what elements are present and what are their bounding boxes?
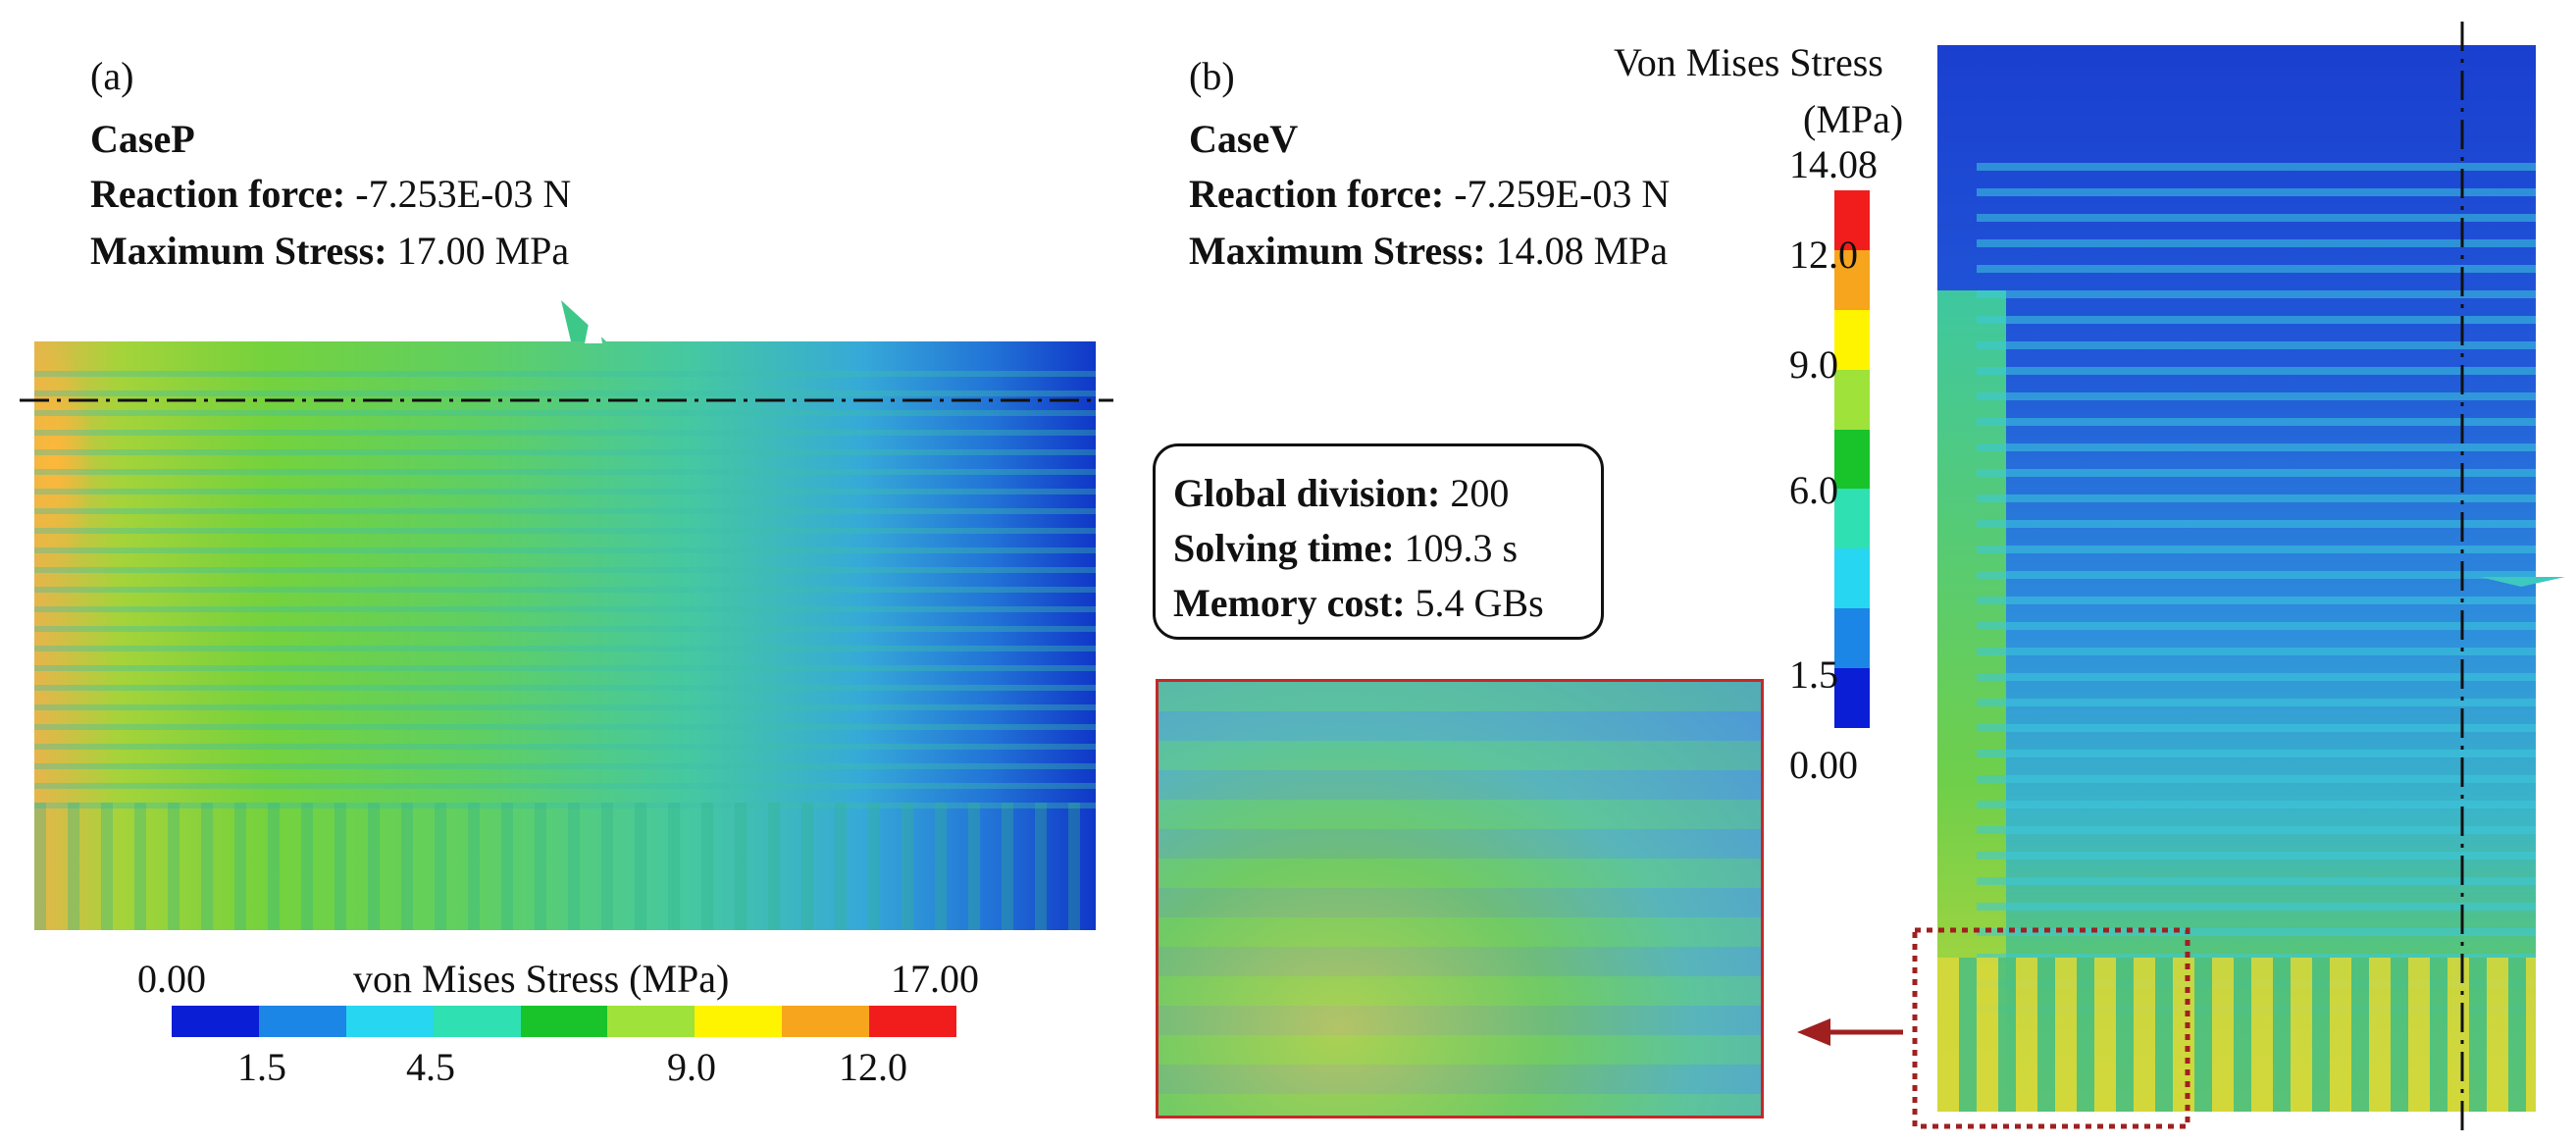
panel-b-case-name: CaseV bbox=[1189, 117, 1299, 161]
colorbar-a-tick-4: 12.0 bbox=[839, 1045, 907, 1089]
colorbar-a-segment-7 bbox=[695, 1006, 783, 1037]
panel-a-notch-gap bbox=[585, 294, 602, 343]
colorbar-b-segment-5 bbox=[1834, 429, 1870, 490]
maximum-stress-label: Maximum Stress: bbox=[90, 229, 387, 273]
colorbar-b-max-label: 14.08 bbox=[1789, 142, 1878, 186]
zoom-arrow-head bbox=[1797, 1018, 1830, 1046]
colorbar-a-tick-2: 4.5 bbox=[406, 1045, 455, 1089]
solver-info-box: Global division: 200 Solving time: 109.3… bbox=[1153, 443, 1604, 640]
zoomed-inset-pattern bbox=[1159, 682, 1761, 1116]
memory-cost: Memory cost: 5.4 GBs bbox=[1173, 584, 1544, 623]
zoomed-inset bbox=[1156, 679, 1764, 1119]
colorbar-a-min-label: 0.00 bbox=[137, 957, 206, 1001]
reaction-force-value: -7.253E-03 N bbox=[355, 172, 572, 216]
colorbar-b-title-line2: (MPa) bbox=[1803, 97, 1904, 141]
panel-a-fiber-stripes bbox=[34, 371, 1096, 812]
colorbar-a-segment-6 bbox=[607, 1006, 696, 1037]
colorbar-a-segment-9 bbox=[869, 1006, 957, 1037]
maximum-stress-label: Maximum Stress: bbox=[1189, 229, 1486, 273]
colorbar-b-segment-7 bbox=[1834, 548, 1870, 609]
reaction-force-value: -7.259E-03 N bbox=[1454, 172, 1671, 216]
panel-a-letter: (a) bbox=[90, 54, 134, 98]
memory-cost-label: Memory cost: bbox=[1173, 581, 1406, 625]
colorbar-b-tick-1: 12.0 bbox=[1789, 233, 1858, 277]
panel-b-letter: (b) bbox=[1189, 54, 1235, 98]
panel-a-reaction-force: Reaction force: -7.253E-03 N bbox=[90, 175, 571, 214]
panel-b-notch bbox=[2480, 577, 2565, 587]
panel-a-stress-contour bbox=[34, 341, 1096, 930]
global-division-label: Global division: bbox=[1173, 471, 1441, 515]
panel-b-stress-contour bbox=[1937, 45, 2536, 1112]
solving-time: Solving time: 109.3 s bbox=[1173, 529, 1518, 568]
panel-a-maximum-stress: Maximum Stress: 17.00 MPa bbox=[90, 232, 569, 271]
panel-b-maximum-stress: Maximum Stress: 14.08 MPa bbox=[1189, 232, 1668, 271]
colorbar-a-segment-2 bbox=[258, 1006, 346, 1037]
colorbar-b-tick-4: 1.5 bbox=[1789, 652, 1838, 697]
colorbar-b-segment-4 bbox=[1834, 369, 1870, 430]
colorbar-a-segment-4 bbox=[433, 1006, 521, 1037]
colorbar-b-min-label: 0.00 bbox=[1789, 743, 1858, 787]
reaction-force-label: Reaction force: bbox=[1189, 172, 1445, 216]
colorbar-a-segment-5 bbox=[520, 1006, 608, 1037]
zoom-region-marker bbox=[1912, 927, 2190, 1129]
panel-a-case-name: CaseP bbox=[90, 117, 195, 161]
panel-a-lower-band bbox=[34, 803, 1096, 930]
colorbar-a-segment-8 bbox=[782, 1006, 870, 1037]
colorbar-a-tick-1: 1.5 bbox=[237, 1045, 286, 1089]
colorbar-b-segment-6 bbox=[1834, 489, 1870, 549]
panel-b-reaction-force: Reaction force: -7.259E-03 N bbox=[1189, 175, 1670, 214]
reaction-force-label: Reaction force: bbox=[90, 172, 346, 216]
colorbar-a bbox=[172, 1006, 957, 1037]
colorbar-b-segment-9 bbox=[1834, 668, 1870, 729]
panel-b-fiber-stripes bbox=[1977, 163, 2536, 1026]
colorbar-b-segment-3 bbox=[1834, 309, 1870, 370]
memory-cost-value: 5.4 GBs bbox=[1415, 581, 1544, 625]
colorbar-b-title-line1: Von Mises Stress bbox=[1614, 40, 1883, 84]
colorbar-b-segment-1 bbox=[1834, 190, 1870, 250]
solving-time-value: 109.3 s bbox=[1404, 526, 1519, 570]
colorbar-a-segment-3 bbox=[345, 1006, 434, 1037]
maximum-stress-value: 17.00 MPa bbox=[396, 229, 570, 273]
global-division-value: 200 bbox=[1450, 471, 1510, 515]
colorbar-b-tick-3: 6.0 bbox=[1789, 468, 1838, 512]
global-division: Global division: 200 bbox=[1173, 474, 1509, 513]
maximum-stress-value: 14.08 MPa bbox=[1495, 229, 1669, 273]
colorbar-b-segment-8 bbox=[1834, 608, 1870, 669]
colorbar-a-segment-1 bbox=[172, 1006, 259, 1037]
colorbar-b-tick-2: 9.0 bbox=[1789, 342, 1838, 387]
solving-time-label: Solving time: bbox=[1173, 526, 1395, 570]
colorbar-a-tick-3: 9.0 bbox=[667, 1045, 716, 1089]
panel-b-bottom-band bbox=[1937, 958, 2536, 1112]
colorbar-b-segment-2 bbox=[1834, 249, 1870, 310]
colorbar-a-title: von Mises Stress (MPa) bbox=[353, 957, 730, 1001]
colorbar-a-max-label: 17.00 bbox=[891, 957, 979, 1001]
colorbar-b bbox=[1834, 190, 1870, 729]
